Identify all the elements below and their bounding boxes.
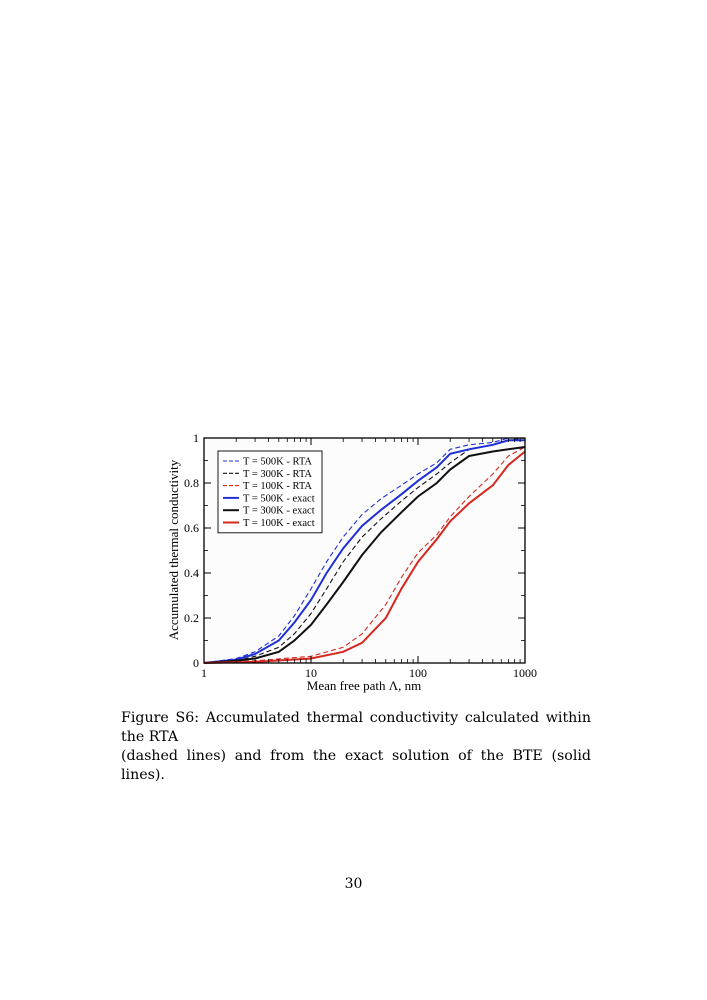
legend-label: T = 500K - RTA (243, 457, 312, 468)
y-tick-label: 0.8 (184, 476, 199, 490)
x-tick-label: 100 (409, 666, 427, 680)
series-line-2 (203, 437, 526, 664)
figure-caption: Figure S6: Accumulated thermal conductiv… (121, 709, 591, 785)
x-axis-title: Mean free path Λ, nm (307, 678, 421, 693)
y-tick-label: 0.4 (184, 566, 199, 580)
series-line-3 (203, 446, 526, 664)
x-tick-label: 1 (201, 666, 207, 680)
legend-label: T = 500K - exact (243, 493, 315, 504)
chart-svg: 1 10 100 1000 0 0.2 0.4 0.6 0.8 1 Mean free path … (166, 431, 537, 693)
figure-s6-chart: 1 10 100 1000 0 0.2 0.4 0.6 0.8 1 Mean free path … (150, 420, 550, 705)
y-tick-label: 0 (193, 656, 199, 670)
legend-label: T = 300K - RTA (243, 469, 312, 480)
caption-line-1: Figure S6: Accumulated thermal conductiv… (121, 710, 591, 745)
page-number: 30 (344, 876, 363, 892)
series-line-1 (203, 437, 525, 664)
legend-label: T = 100K - RTA (243, 481, 312, 492)
y-tick-label: 0.6 (184, 521, 199, 535)
series-line-4 (203, 439, 525, 664)
series-line-6 (203, 450, 526, 664)
x-tick-label: 10 (305, 666, 317, 680)
x-tick-label: 1000 (513, 666, 537, 680)
caption-line-2: (dashed lines) and from the exact soluti… (121, 748, 591, 783)
series-line-5 (203, 446, 526, 664)
legend-label: T = 100K - exact (243, 518, 315, 529)
y-axis-title: Accumulated thermal conductivity (166, 459, 181, 640)
legend-label: T = 300K - exact (243, 506, 315, 517)
legend-box (217, 450, 323, 534)
y-tick-label: 1 (193, 431, 199, 445)
y-tick-label: 0.2 (184, 611, 199, 625)
